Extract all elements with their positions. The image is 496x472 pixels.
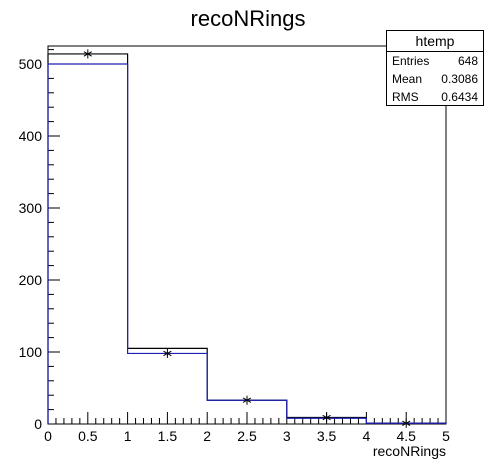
x-tick-label: 0.5 [78, 428, 98, 444]
marker-stroke [163, 350, 172, 357]
x-tick-label: 3 [283, 428, 291, 444]
x-tick-label: 4.5 [396, 428, 416, 444]
histogram-series [47, 53, 447, 424]
histogram-bin-1-0 [48, 64, 128, 424]
x-tick-label: 2.5 [237, 428, 257, 444]
stats-row-mean: Mean 0.3086 [387, 70, 483, 88]
marker-stroke [242, 397, 252, 403]
y-tick-label: 400 [19, 128, 43, 144]
y-tick-label: 500 [19, 56, 43, 72]
y-tick-label: 100 [19, 344, 43, 360]
histogram-series-line-0 [47, 53, 447, 424]
x-tick-label: 3.5 [317, 428, 337, 444]
y-tick-label: 200 [19, 272, 43, 288]
stats-box-title: htemp [387, 31, 483, 52]
stats-value: 0.3086 [441, 72, 478, 86]
data-point-marker [163, 348, 172, 358]
y-tick-label: 300 [19, 200, 43, 216]
stats-value: 648 [457, 54, 478, 68]
stats-row-rms: RMS 0.6434 [387, 88, 483, 106]
y-tick-labels: 0 100 200 300 400 500 [19, 56, 43, 432]
data-point-marker [83, 49, 92, 59]
histogram-bin-0-0 [48, 54, 128, 424]
data-point-marker [322, 413, 331, 423]
stats-label: Mean [392, 72, 423, 86]
x-tick-labels: 0 0.5 1 1.5 2 2.5 3 3.5 4 4.5 5 [44, 428, 450, 444]
marker-stroke [83, 51, 92, 57]
chart-title: recoNRings [190, 6, 306, 31]
x-tick-label: 1.5 [158, 428, 178, 444]
marker-stroke [322, 414, 331, 421]
stats-value: 0.6434 [441, 90, 478, 104]
histogram-series-line-1 [47, 63, 447, 424]
stats-box: htemp Entries 648 Mean 0.3086 RMS 0.6434 [386, 30, 484, 106]
tick-marks [47, 49, 447, 425]
data-point-marker [402, 418, 411, 428]
x-tick-label: 1 [124, 428, 132, 444]
x-tick-label: 4 [363, 428, 371, 444]
marker-stroke [402, 420, 411, 426]
x-axis-label: recoNRings [373, 443, 446, 459]
stats-row-entries: Entries 648 [387, 52, 483, 70]
stats-label: RMS [392, 90, 419, 104]
data-markers [83, 49, 411, 428]
x-tick-label: 5 [442, 428, 450, 444]
x-tick-label: 2 [203, 428, 211, 444]
x-tick-label: 0 [44, 428, 52, 444]
data-point-marker [242, 395, 252, 405]
stats-label: Entries [392, 54, 430, 68]
y-tick-label: 0 [34, 416, 42, 432]
